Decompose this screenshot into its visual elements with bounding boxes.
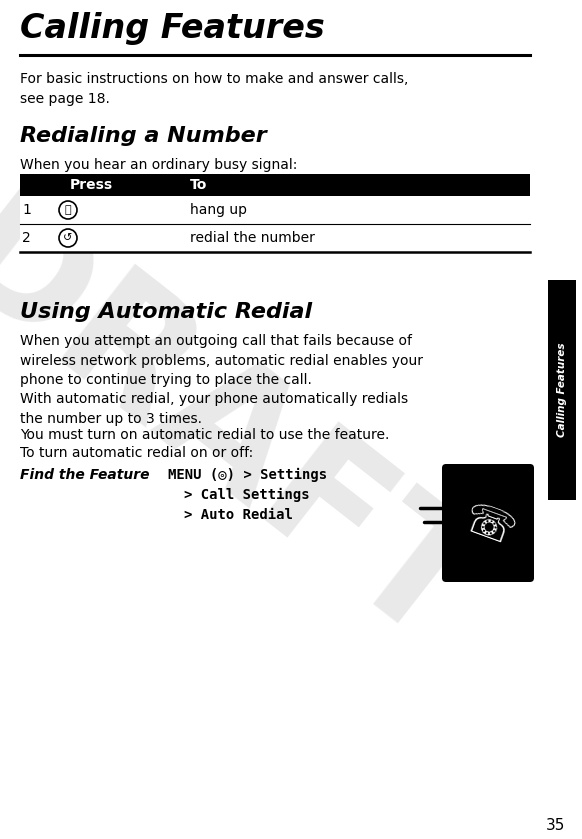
Text: To: To [190,178,207,192]
Text: When you hear an ordinary busy signal:: When you hear an ordinary busy signal: [20,158,297,172]
Text: ☏: ☏ [459,498,521,555]
Bar [20,174,530,196]
Text: Calling Features: Calling Features [20,12,325,45]
Text: redial the number: redial the number [190,231,315,245]
Text: Redialing a Number: Redialing a Number [20,126,267,146]
Text: > Auto Redial: > Auto Redial [184,508,293,522]
Text: Find the Feature: Find the Feature [20,468,150,482]
Text: DRAFT: DRAFT [0,174,506,686]
Text: With automatic redial, your phone automatically redials
the number up to 3 times: With automatic redial, your phone automa… [20,392,408,425]
Text: To turn automatic redial on or off:: To turn automatic redial on or off: [20,446,253,460]
Text: For basic instructions on how to make and answer calls,
see page 18.: For basic instructions on how to make an… [20,72,409,106]
Bar [20,224,530,252]
Text: Using Automatic Redial: Using Automatic Redial [20,302,312,322]
FancyBboxPatch shape [442,464,534,582]
Text: ⏻: ⏻ [65,205,72,215]
Text: You must turn on automatic redial to use the feature.: You must turn on automatic redial to use… [20,428,389,442]
Text: Calling Features: Calling Features [557,343,567,437]
Text: hang up: hang up [190,203,247,217]
Text: 1: 1 [22,203,31,217]
Text: Press: Press [70,178,113,192]
Text: 2: 2 [22,231,31,245]
Bar [20,196,530,224]
Text: ↺: ↺ [63,233,73,243]
Text: MENU (◎) > Settings: MENU (◎) > Settings [168,468,327,482]
Text: 35: 35 [546,818,565,833]
Bar [548,280,576,500]
Text: > Call Settings: > Call Settings [184,488,310,503]
Text: When you attempt an outgoing call that fails because of
wireless network problem: When you attempt an outgoing call that f… [20,334,423,387]
